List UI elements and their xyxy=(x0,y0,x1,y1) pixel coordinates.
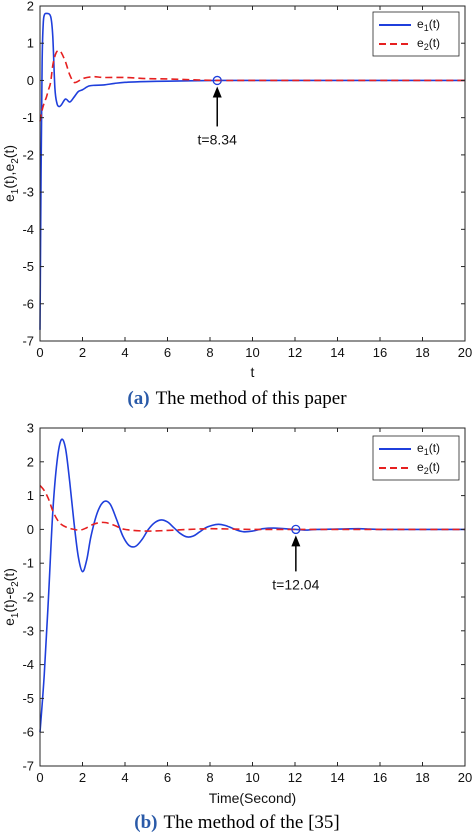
chart-b-xtick-label: 16 xyxy=(373,770,387,785)
chart-b-series-2-line xyxy=(39,484,465,532)
chart-a-ytick-label: -7 xyxy=(22,334,34,349)
chart-a-xtick-label: 14 xyxy=(330,345,344,360)
chart-a-xlabel: t xyxy=(251,364,255,380)
chart-b-xtick-label: 14 xyxy=(330,770,344,785)
chart-b-ytick-label: 1 xyxy=(27,488,34,503)
chart-b-ylabel-sub: 1 xyxy=(10,612,21,618)
chart-a-xtick-label: 8 xyxy=(206,345,213,360)
chart-a-arrow-head xyxy=(212,86,222,98)
chart-b-legend-e1: e1(t) xyxy=(417,441,440,457)
chart-a-xtick-label: 16 xyxy=(373,345,387,360)
chart-b-xtick-label: 20 xyxy=(458,770,472,785)
chart-a-xticks: 0 2 4 6 8 10 12 14 16 18 20 xyxy=(36,6,472,360)
chart-a-ytick-label: -1 xyxy=(22,110,34,125)
chart-a-legend-e1: e1(t) xyxy=(417,17,440,33)
chart-a-series-1-line xyxy=(39,12,465,330)
chart-b-yticks: -7 -6 -5 -4 -3 -2 -1 0 1 2 3 xyxy=(22,421,465,774)
chart-b-xtick-label: 4 xyxy=(121,770,128,785)
chart-a-legend-box xyxy=(372,11,460,57)
chart-a-series-2-line xyxy=(39,49,465,122)
chart-a-xtick-label: 12 xyxy=(288,345,302,360)
chart-a-marker xyxy=(212,75,222,86)
chart-b-ytick-label: 0 xyxy=(27,522,34,537)
chart-b-arrow-head xyxy=(291,535,301,547)
chart-b-xlabel: Time(Second) xyxy=(209,790,296,806)
chart-b-legend-e2: e2(t) xyxy=(417,460,440,476)
chart-a-ytick-label: -5 xyxy=(22,259,34,274)
chart-b-xtick-label: 6 xyxy=(164,770,171,785)
chart-b-caption-letter: (b) xyxy=(134,812,157,833)
chart-a-xtick-label: 4 xyxy=(121,345,128,360)
chart-a: t=8.34 0 2 4 6 8 10 12 14 16 18 20 -7-6-5-4-3-2-10… xyxy=(1,0,472,409)
chart-a-xtick-label: 18 xyxy=(415,345,429,360)
chart-a-ytick-label: -6 xyxy=(22,296,34,311)
chart-b-series xyxy=(39,438,465,733)
chart-b-legend-box xyxy=(372,435,460,481)
chart-b-annotation: t=12.04 xyxy=(272,524,320,592)
chart-a-annotation-label: t=8.34 xyxy=(198,131,238,147)
chart-b-xtick-label: 0 xyxy=(36,770,43,785)
chart-a-xtick-label: 20 xyxy=(458,345,472,360)
chart-b-ytick-label: -6 xyxy=(22,725,34,740)
chart-b-ytick-label: -1 xyxy=(22,556,34,571)
chart-a-ylabel-sub: 1 xyxy=(10,188,21,194)
chart-b-annotation-label: t=12.04 xyxy=(272,576,319,592)
chart-b-ylabel-sub: 2 xyxy=(10,581,21,587)
chart-b-xticks: 0 2 4 6 8 10 12 14 16 18 20 xyxy=(36,428,472,785)
chart-b-xtick-label: 18 xyxy=(415,770,429,785)
chart-a-caption-letter: (a) xyxy=(127,388,149,409)
chart-a-ylabel-part: (t) xyxy=(1,145,17,158)
chart-b-ylabel-part: (t) xyxy=(1,568,17,581)
chart-b-caption-text: The method of the [35] xyxy=(164,812,340,833)
chart-a-ytick-label: 0 xyxy=(27,73,34,88)
chart-a-yticks: -7 -6 -5 -4 -3 -2 -1 0 1 2 xyxy=(22,0,465,349)
chart-b-xtick-label: 10 xyxy=(245,770,259,785)
chart-b-ylabel-part: e xyxy=(1,618,17,626)
chart-a-ylabel-sub: 2 xyxy=(10,158,21,164)
chart-a-ytick-label: -3 xyxy=(22,185,34,200)
chart-a-xtick-label: 10 xyxy=(245,345,259,360)
chart-a-legend: e1(t) e2(t) xyxy=(372,11,460,57)
chart-b-ytick-label: 2 xyxy=(27,454,34,469)
chart-b-ytick-label: -2 xyxy=(22,590,34,605)
chart-a-ylabel: e1(t),e2(t) xyxy=(1,145,21,202)
chart-a-ylabel-part: (t),e xyxy=(1,164,17,189)
chart-a-xtick-label: 2 xyxy=(79,345,86,360)
chart-b: t=12.04 0 2 4 6 8 10 12 14 16 18 20 -7-6-5-4-3-2-1… xyxy=(1,421,472,834)
chart-a-caption-text: The method of this paper xyxy=(156,388,348,409)
chart-a-xtick-label: 6 xyxy=(164,345,171,360)
chart-b-caption: (b) The method of the [35] xyxy=(134,812,339,833)
chart-b-marker xyxy=(291,524,301,535)
chart-a-annotation: t=8.34 xyxy=(198,75,238,147)
chart-b-ytick-label: -4 xyxy=(22,657,34,672)
chart-a-ytick-label: -4 xyxy=(22,222,34,237)
chart-b-ytick-label: 3 xyxy=(27,421,34,436)
chart-a-series xyxy=(39,12,465,330)
chart-a-ytick-label: -2 xyxy=(22,147,34,162)
chart-a-ytick-label: 1 xyxy=(27,36,34,51)
chart-b-ytick-label: -5 xyxy=(22,691,34,706)
chart-b-xtick-label: 12 xyxy=(288,770,302,785)
chart-a-legend-e2: e2(t) xyxy=(417,36,440,52)
chart-a-caption: (a) The method of this paper xyxy=(127,388,347,409)
chart-b-series-1-line xyxy=(39,438,465,733)
chart-a-ylabel-part: e xyxy=(1,194,17,202)
chart-a-ytick-label: 2 xyxy=(27,0,34,14)
chart-a-xtick-label: 0 xyxy=(36,345,43,360)
chart-b-ylabel-part: (t)-e xyxy=(1,587,17,613)
chart-b-ytick-label: -3 xyxy=(22,623,34,638)
chart-b-ytick-label: -7 xyxy=(22,759,34,774)
chart-b-xtick-label: 8 xyxy=(206,770,213,785)
chart-b-xtick-label: 2 xyxy=(79,770,86,785)
chart-b-legend: e1(t) e2(t) xyxy=(372,435,460,481)
chart-b-ylabel: e1(t)-e2(t) xyxy=(1,568,21,626)
